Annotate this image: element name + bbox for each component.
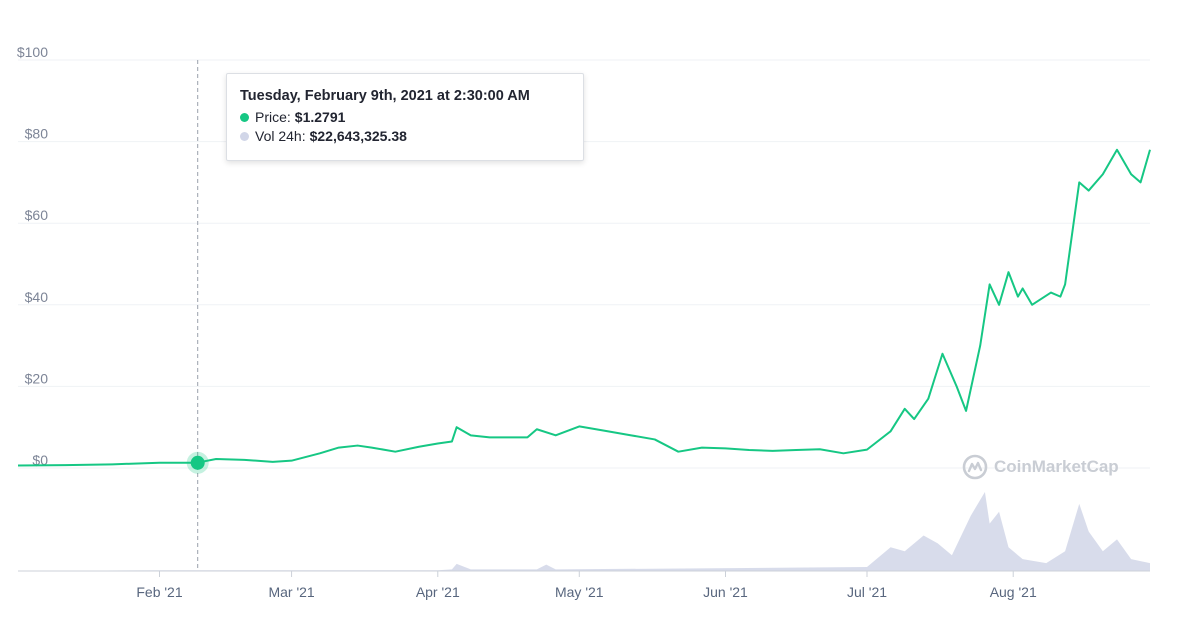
watermark: CoinMarketCap <box>962 454 1119 480</box>
y-tick-label: $60 <box>25 207 49 223</box>
x-tick-label: May '21 <box>555 584 604 600</box>
y-tick-label: $20 <box>25 370 49 386</box>
y-tick-label: $80 <box>25 126 49 142</box>
coinmarketcap-logo-icon <box>962 454 988 480</box>
x-tick-label: Apr '21 <box>416 584 460 600</box>
price-dot-icon <box>240 113 249 122</box>
grid-layer <box>18 59 1150 469</box>
x-tick-label: Mar '21 <box>268 584 314 600</box>
tooltip-volume-value: $22,643,325.38 <box>309 128 407 144</box>
volume-dot-icon <box>240 132 249 141</box>
tooltip-volume-label: Vol 24h: <box>255 128 306 144</box>
hover-point[interactable] <box>190 455 205 470</box>
y-tick-label: $100 <box>17 44 48 60</box>
y-axis: $100 $80 $60 $40 $20 $0 <box>17 44 48 468</box>
tooltip-title: Tuesday, February 9th, 2021 at 2:30:00 A… <box>240 88 530 104</box>
x-tick-label: Jun '21 <box>703 584 748 600</box>
y-tick-label: $0 <box>32 452 48 468</box>
price-layer <box>17 148 1151 467</box>
tooltip-price-row: Price: $1.2791 <box>240 108 583 127</box>
watermark-text: CoinMarketCap <box>994 457 1119 476</box>
volume-area <box>18 492 1150 571</box>
tooltip: Tuesday, February 9th, 2021 at 2:30:00 A… <box>226 73 584 161</box>
x-tick-label: Aug '21 <box>990 584 1037 600</box>
tooltip-price-value: $1.2791 <box>294 109 346 125</box>
y-tick-label: $40 <box>25 289 49 305</box>
tooltip-volume-row: Vol 24h: $22,643,325.38 <box>240 127 583 146</box>
x-tick-label: Jul '21 <box>847 584 887 600</box>
tooltip-price-label: Price: <box>255 109 291 125</box>
x-tick-label: Feb '21 <box>136 584 182 600</box>
price-line <box>17 148 1151 467</box>
volume-layer <box>18 492 1150 571</box>
x-axis: Feb '21 Mar '21 Apr '21 May '21 Jun '21 Jul '… <box>136 571 1037 600</box>
